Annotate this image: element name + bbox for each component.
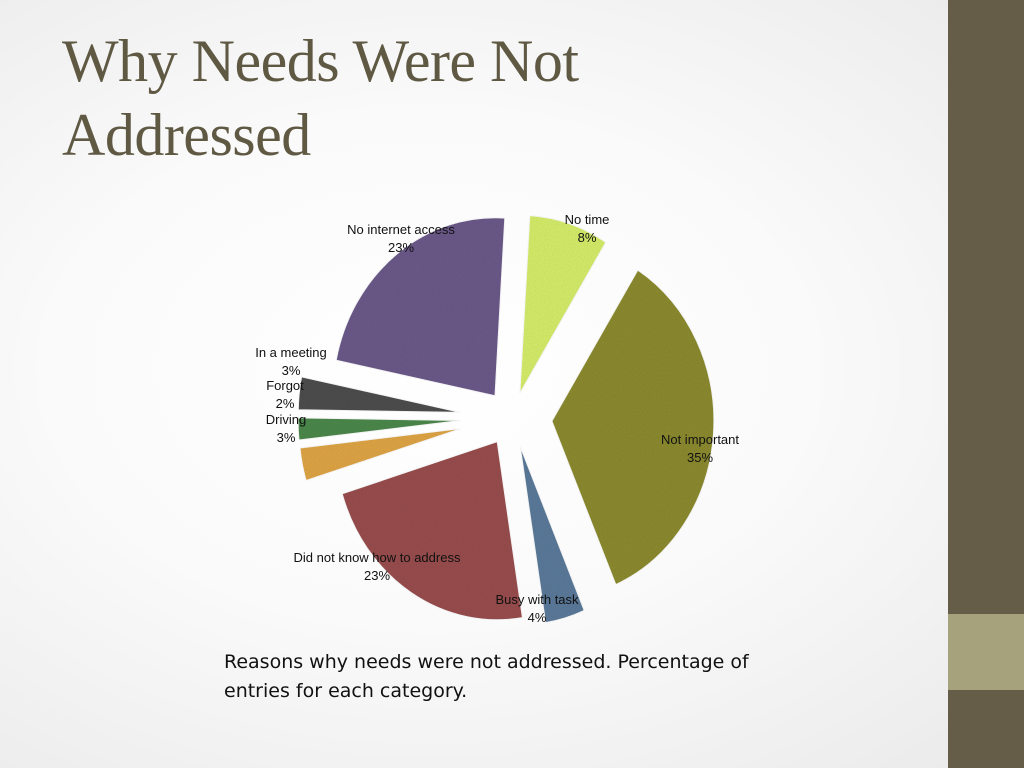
slice-label-forgot: Forgot — [266, 378, 304, 393]
chart-caption: Reasons why needs were not addressed. Pe… — [224, 651, 749, 702]
pie-slice-busy-with-task — [519, 446, 585, 624]
pie-slice-driving — [299, 428, 462, 482]
pie-slice-did-not-know-how-to-address — [341, 441, 523, 621]
slice-percent-driving: 3% — [277, 430, 296, 445]
slice-label-driving: Driving — [266, 412, 306, 427]
slice-percent-no-internet-access: 23% — [388, 240, 414, 255]
pie-slice-not-important — [551, 269, 715, 586]
slice-percent-in-a-meeting: 3% — [282, 363, 301, 378]
pie-slice-no-internet-access — [335, 217, 506, 397]
slice-percent-did-not-know-how-to-address: 23% — [364, 568, 390, 583]
slide-title: Why Needs Were Not Addressed — [62, 28, 579, 168]
slice-percent-forgot: 2% — [276, 396, 295, 411]
pie-slice-in-a-meeting — [297, 376, 461, 413]
slice-label-no-internet-access: No internet access — [347, 222, 455, 237]
slice-percent-no-time: 8% — [578, 230, 597, 245]
pie-slice-no-time — [519, 215, 607, 394]
slice-percent-not-important: 35% — [687, 450, 713, 465]
slice-label-did-not-know-how-to-address: Did not know how to address — [294, 550, 461, 565]
slice-label-in-a-meeting: In a meeting — [255, 345, 327, 360]
pie-slice-forgot — [297, 417, 461, 441]
slice-percent-busy-with-task: 4% — [528, 610, 547, 625]
slice-label-no-time: No time — [565, 212, 610, 227]
sidebar-accent-block — [948, 614, 1024, 690]
slice-label-busy-with-task: Busy with task — [495, 592, 579, 607]
slice-label-not-important: Not important — [661, 432, 739, 447]
